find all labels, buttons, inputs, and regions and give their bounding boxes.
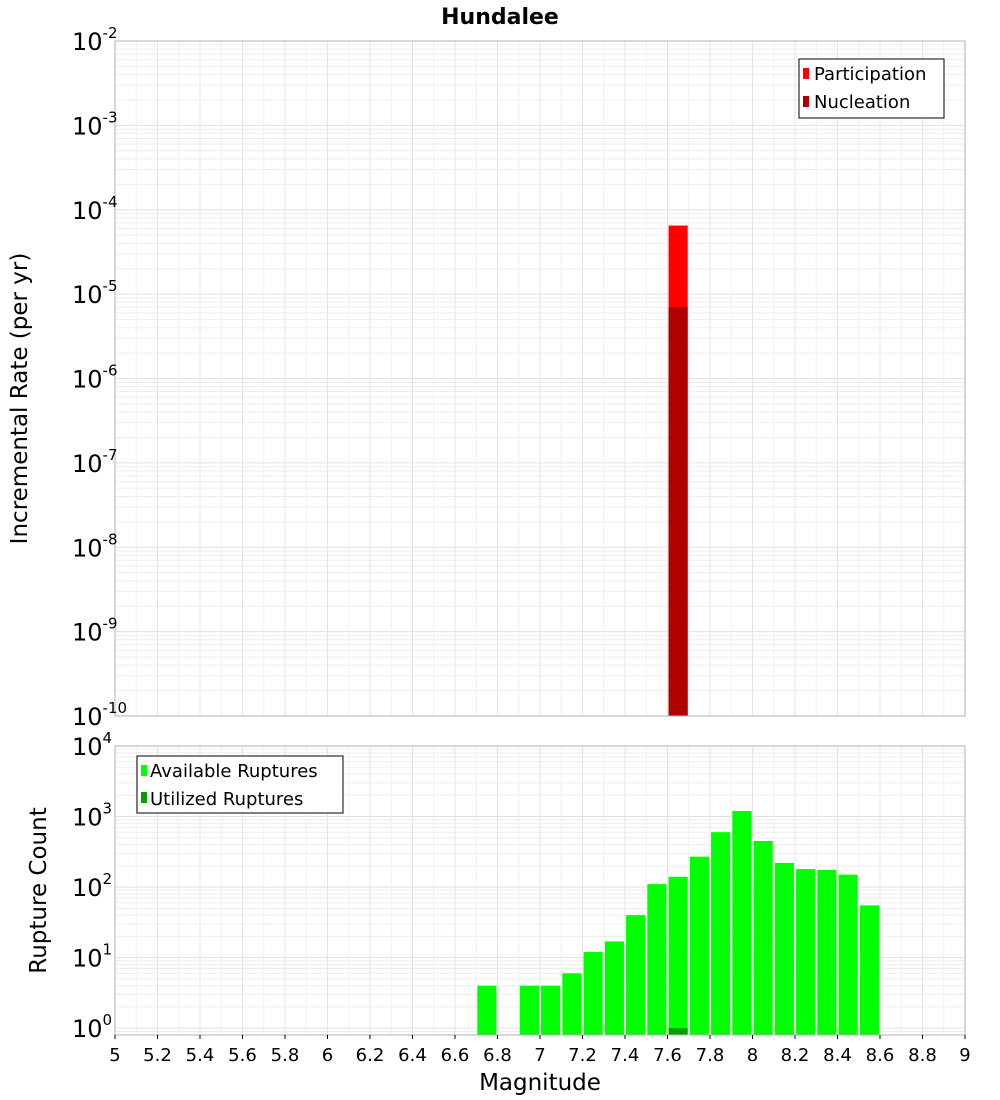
rate-panel: 10-10 10-9 10-8 10-7 10-6 10-5 10-4 10-3 10-2 Hu… [7, 5, 966, 731]
y-tick-label: 10-6 [72, 362, 118, 394]
x-tick-label: 8.6 [866, 1045, 895, 1066]
rate-legend: Participation Nucleation [798, 58, 945, 119]
bar-available-ruptures [583, 952, 603, 1035]
legend-label-participation: Participation [814, 64, 926, 85]
x-tick-label: 7.4 [611, 1045, 640, 1066]
bar-available-ruptures [519, 985, 539, 1035]
bar-available-ruptures [753, 841, 773, 1035]
bar-available-ruptures [817, 869, 837, 1035]
legend-swatch-nucleation [803, 96, 809, 107]
bar-available-ruptures [626, 915, 646, 1035]
x-axis-label: Magnitude [479, 1070, 601, 1096]
x-tick-label: 7.2 [568, 1045, 597, 1066]
x-tick-label: 6.2 [356, 1045, 385, 1066]
legend-label-nucleation: Nucleation [814, 92, 910, 113]
x-tick-label: 8.2 [781, 1045, 810, 1066]
x-tick-label: 6.6 [441, 1045, 470, 1066]
x-tick-label: 6.8 [483, 1045, 512, 1066]
bar-available-ruptures [541, 985, 561, 1035]
x-tick-label: 8.4 [823, 1045, 852, 1066]
rate-y-axis-label: Incremental Rate (per yr) [7, 253, 33, 545]
y-tick-label: 10-9 [72, 615, 118, 647]
y-tick-label: 104 [72, 729, 112, 761]
legend-swatch-available [141, 765, 147, 776]
count-y-ticks: 100 101 102 103 104 [72, 729, 112, 1043]
x-tick-label: 5 [109, 1045, 120, 1066]
bar-available-ruptures [838, 874, 858, 1035]
y-tick-label: 103 [72, 800, 112, 832]
bar-nucleation [668, 307, 688, 716]
count-bars [477, 810, 879, 1035]
x-tick-label: 7.8 [696, 1045, 725, 1066]
y-tick-label: 10-2 [72, 24, 118, 56]
bar-available-ruptures [796, 869, 816, 1035]
count-grid [114, 745, 966, 1036]
bar-available-ruptures [711, 832, 731, 1035]
x-tick-label: 9 [959, 1045, 970, 1066]
bar-available-ruptures [859, 905, 879, 1035]
bar-available-ruptures [604, 941, 624, 1035]
bar-available-ruptures [562, 973, 582, 1035]
count-y-axis-label: Rupture Count [26, 807, 52, 973]
y-tick-label: 10-7 [72, 446, 118, 478]
x-tick-label: 5.6 [228, 1045, 257, 1066]
x-tick-label: 6 [322, 1045, 333, 1066]
x-tick-label: 8 [747, 1045, 758, 1066]
rate-y-ticks: 10-10 10-9 10-8 10-7 10-6 10-5 10-4 10-3 10-2 [72, 24, 127, 731]
bar-available-ruptures [689, 856, 709, 1035]
x-ticks: 5 5.2 5.4 5.6 5.8 6 6.2 6.4 6.6 6.8 7 7.2 7.4 7.6 7.8 8… [109, 1035, 971, 1066]
bar-available-ruptures [774, 862, 794, 1035]
y-tick-label: 10-8 [72, 530, 118, 562]
x-tick-label: 5.4 [186, 1045, 215, 1066]
rate-legend-box [798, 58, 945, 119]
x-tick-label: 6.4 [398, 1045, 427, 1066]
rate-plot-border [114, 40, 966, 717]
y-tick-label: 10-10 [72, 699, 127, 731]
legend-swatch-utilized [141, 792, 147, 803]
y-tick-label: 102 [72, 870, 112, 902]
y-tick-label: 101 [72, 941, 112, 973]
bar-available-ruptures [732, 810, 752, 1035]
count-legend-box [136, 755, 344, 814]
legend-swatch-participation [803, 68, 809, 79]
rate-bars [668, 225, 688, 716]
legend-label-available: Available Ruptures [150, 761, 318, 782]
rate-grid [114, 40, 966, 717]
count-panel: 100 101 102 103 104 5 5.2 5.4 5.6 5.8 6 6.2 6.4 6.6 6… [26, 729, 971, 1096]
chart-title: Hundalee [441, 5, 559, 30]
count-legend: Available Ruptures Utilized Ruptures [136, 755, 344, 814]
x-tick-label: 8.8 [908, 1045, 937, 1066]
y-tick-label: 10-3 [72, 108, 118, 140]
x-tick-label: 7 [534, 1045, 545, 1066]
y-tick-label: 100 [72, 1011, 112, 1043]
y-tick-label: 10-5 [72, 277, 118, 309]
bar-available-ruptures [477, 985, 497, 1035]
x-tick-label: 5.8 [271, 1045, 300, 1066]
bar-available-ruptures [647, 884, 667, 1035]
y-tick-label: 10-4 [72, 193, 118, 225]
x-tick-label: 5.2 [143, 1045, 172, 1066]
x-tick-label: 7.6 [653, 1045, 682, 1066]
bar-available-ruptures [668, 876, 688, 1035]
legend-label-utilized: Utilized Ruptures [150, 789, 303, 810]
bar-utilized-ruptures [668, 1028, 688, 1035]
